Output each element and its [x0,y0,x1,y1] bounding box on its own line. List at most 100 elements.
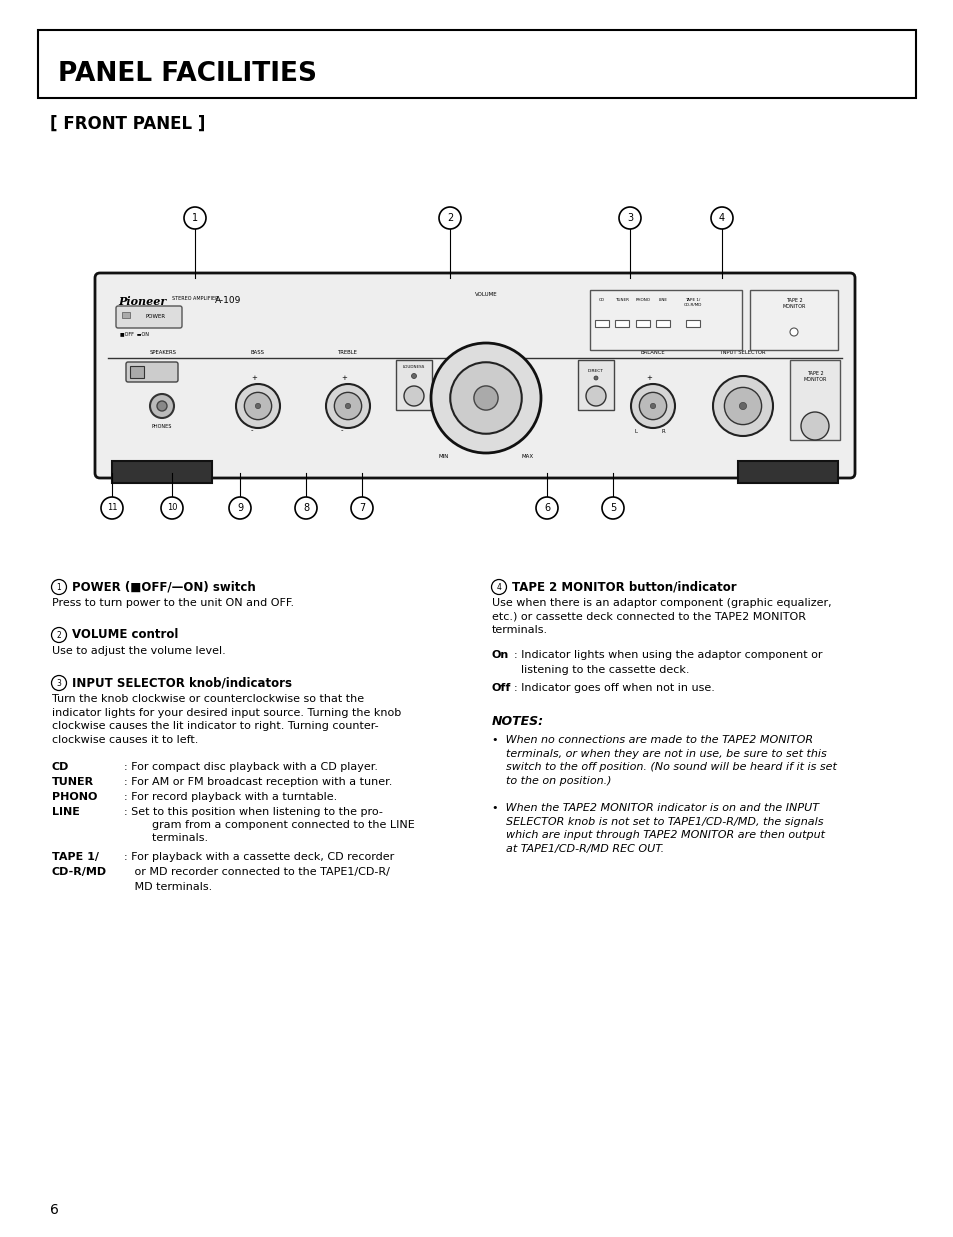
FancyBboxPatch shape [116,306,182,328]
Text: TREBLE: TREBLE [337,350,357,355]
Circle shape [157,401,167,411]
Text: R: R [661,429,665,434]
Text: TAPE 2 MONITOR button/indicator: TAPE 2 MONITOR button/indicator [512,580,736,594]
Text: ■OFF  ▬ON: ■OFF ▬ON [120,332,149,336]
Text: A-109: A-109 [214,296,241,306]
Circle shape [244,392,272,419]
Circle shape [801,412,828,440]
Circle shape [411,374,416,379]
Circle shape [650,403,655,408]
Circle shape [334,392,361,419]
Text: 8: 8 [303,503,309,513]
Circle shape [739,402,746,409]
Circle shape [51,579,67,595]
Circle shape [601,497,623,520]
FancyBboxPatch shape [589,289,741,350]
Text: On: On [492,649,509,661]
Text: DIRECT: DIRECT [587,369,603,374]
Text: Press to turn power to the unit ON and OFF.: Press to turn power to the unit ON and O… [52,597,294,609]
Circle shape [235,383,280,428]
FancyBboxPatch shape [789,360,840,440]
Text: 2: 2 [56,631,61,640]
Text: LINE: LINE [52,807,80,816]
Circle shape [345,403,351,408]
Circle shape [150,395,173,418]
Bar [738,461,837,482]
Text: BALANCE: BALANCE [640,350,664,355]
Circle shape [630,383,675,428]
Circle shape [229,497,251,520]
Text: CD: CD [598,298,604,302]
Circle shape [594,376,598,380]
FancyBboxPatch shape [126,362,178,382]
Bar [636,320,649,327]
Text: PHONES: PHONES [152,424,172,429]
Text: listening to the cassette deck.: listening to the cassette deck. [514,666,689,675]
Text: POWER: POWER [146,314,166,319]
Text: PANEL FACILITIES: PANEL FACILITIES [58,61,316,87]
Text: 3: 3 [56,679,61,688]
Text: L: L [635,429,638,434]
Text: 4: 4 [497,583,501,591]
Text: 1: 1 [56,583,61,591]
Text: VOLUME control: VOLUME control [71,628,178,642]
Text: 6: 6 [543,503,550,513]
Text: TAPE 2
MONITOR: TAPE 2 MONITOR [802,371,826,382]
Text: TUNER: TUNER [52,777,94,787]
Text: 6: 6 [50,1204,59,1217]
Text: CD-R/MD: CD-R/MD [52,867,107,877]
Text: 7: 7 [358,503,365,513]
Text: +: + [251,375,256,381]
Circle shape [712,376,772,435]
Text: 1: 1 [192,213,198,223]
Text: 4: 4 [719,213,724,223]
Text: Pioneer: Pioneer [118,296,166,307]
Text: : For playback with a cassette deck, CD recorder: : For playback with a cassette deck, CD … [124,852,394,862]
Bar [615,320,628,327]
Circle shape [710,207,732,229]
Bar [122,312,130,318]
Text: NOTES:: NOTES: [492,715,543,729]
Circle shape [438,207,460,229]
Text: VOLUME: VOLUME [475,292,497,297]
Text: +: + [645,375,651,381]
Text: LOUDNESS: LOUDNESS [402,365,425,369]
Bar [130,366,144,379]
Text: POWER (■OFF/—ON) switch: POWER (■OFF/—ON) switch [71,580,255,594]
Circle shape [255,403,260,408]
Circle shape [789,328,797,336]
Circle shape [51,675,67,690]
Circle shape [639,392,666,419]
FancyBboxPatch shape [749,289,837,350]
Text: 9: 9 [236,503,243,513]
Text: 5: 5 [609,503,616,513]
Text: TAPE 1/: TAPE 1/ [52,852,99,862]
Text: MIN: MIN [438,454,449,459]
Text: MAX: MAX [521,454,534,459]
FancyBboxPatch shape [578,360,614,409]
Text: Off: Off [492,683,511,693]
Text: PHONO: PHONO [635,298,650,302]
Text: 3: 3 [626,213,633,223]
Circle shape [326,383,370,428]
Bar [656,320,669,327]
Circle shape [351,497,373,520]
Text: LINE: LINE [658,298,667,302]
Text: -: - [251,427,253,433]
Circle shape [723,387,760,424]
FancyBboxPatch shape [95,273,854,477]
Circle shape [450,362,521,434]
Text: INPUT SELECTOR knob/indicators: INPUT SELECTOR knob/indicators [71,677,292,689]
Text: SPEAKERS: SPEAKERS [150,350,176,355]
Text: •  When no connections are made to the TAPE2 MONITOR
    terminals, or when they: • When no connections are made to the TA… [492,735,836,785]
Circle shape [294,497,316,520]
Text: +: + [340,375,347,381]
Text: INPUT SELECTOR: INPUT SELECTOR [720,350,764,355]
Text: Turn the knob clockwise or counterclockwise so that the
indicator lights for you: Turn the knob clockwise or counterclockw… [52,694,401,745]
Text: : For record playback with a turntable.: : For record playback with a turntable. [124,792,337,802]
Bar [595,320,608,327]
Circle shape [51,627,67,642]
Circle shape [491,579,506,595]
Text: : Indicator lights when using the adaptor component or: : Indicator lights when using the adapto… [514,649,821,661]
Text: •  When the TAPE2 MONITOR indicator is on and the INPUT
    SELECTOR knob is not: • When the TAPE2 MONITOR indicator is on… [492,803,824,854]
